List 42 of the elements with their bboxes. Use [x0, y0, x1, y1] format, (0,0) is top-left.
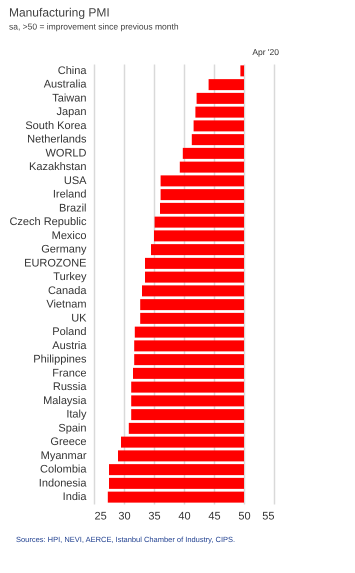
- y-tick-label: Vietnam: [46, 298, 86, 311]
- y-tick-label: Kazakhstan: [29, 161, 86, 174]
- y-tick-label: Spain: [58, 422, 86, 434]
- y-tick-label: Poland: [52, 326, 86, 338]
- y-tick-label: Taiwan: [52, 92, 86, 104]
- y-tick-label: Japan: [56, 106, 86, 118]
- y-tick-label: South Korea: [25, 120, 88, 132]
- y-tick-label: UK: [71, 312, 88, 324]
- y-tick-label: Philippines: [33, 354, 87, 366]
- y-tick-label: Colombia: [40, 464, 88, 476]
- y-tick-label: Myanmar: [40, 450, 87, 462]
- chart-title: Manufacturing PMI: [8, 6, 110, 20]
- y-tick-label: Australia: [44, 78, 88, 91]
- y-tick-label: Russia: [52, 381, 88, 394]
- y-tick-label: Germany: [41, 244, 87, 256]
- x-tick-label: 35: [148, 510, 161, 522]
- chart-subtitle: sa, >50 = improvement since previous month: [8, 22, 179, 32]
- y-tick-label: Mexico: [52, 230, 86, 242]
- x-tick-label: 45: [208, 510, 221, 522]
- y-tick-label: WORLD: [46, 147, 87, 160]
- y-tick-label: Brazil: [58, 202, 86, 214]
- y-tick-label: France: [52, 367, 86, 380]
- y-tick-label: Canada: [48, 284, 88, 297]
- y-tick-label: EUROZONE: [24, 257, 86, 270]
- y-tick-label: Netherlands: [27, 134, 87, 146]
- y-tick-label: Malaysia: [43, 394, 88, 407]
- text: Apr '20: [252, 47, 280, 57]
- y-tick-label: China: [58, 64, 88, 77]
- y-tick-label: Turkey: [53, 271, 87, 284]
- y-tick-label: Austria: [52, 340, 88, 352]
- x-tick-label: 50: [238, 510, 251, 522]
- y-tick-label: Indonesia: [38, 477, 88, 490]
- x-tick-label: 40: [178, 510, 191, 522]
- y-tick-label: India: [62, 491, 88, 504]
- y-tick-label: Czech Republic: [9, 216, 87, 228]
- x-tick-label: 30: [118, 510, 131, 522]
- x-tick-label: 25: [94, 510, 107, 522]
- x-tick-label: 55: [262, 510, 274, 522]
- y-tick-label: Greece: [50, 436, 86, 448]
- y-tick-label: Italy: [66, 408, 87, 421]
- y-tick-label: USA: [64, 174, 88, 187]
- y-tick-label: Ireland: [52, 188, 86, 201]
